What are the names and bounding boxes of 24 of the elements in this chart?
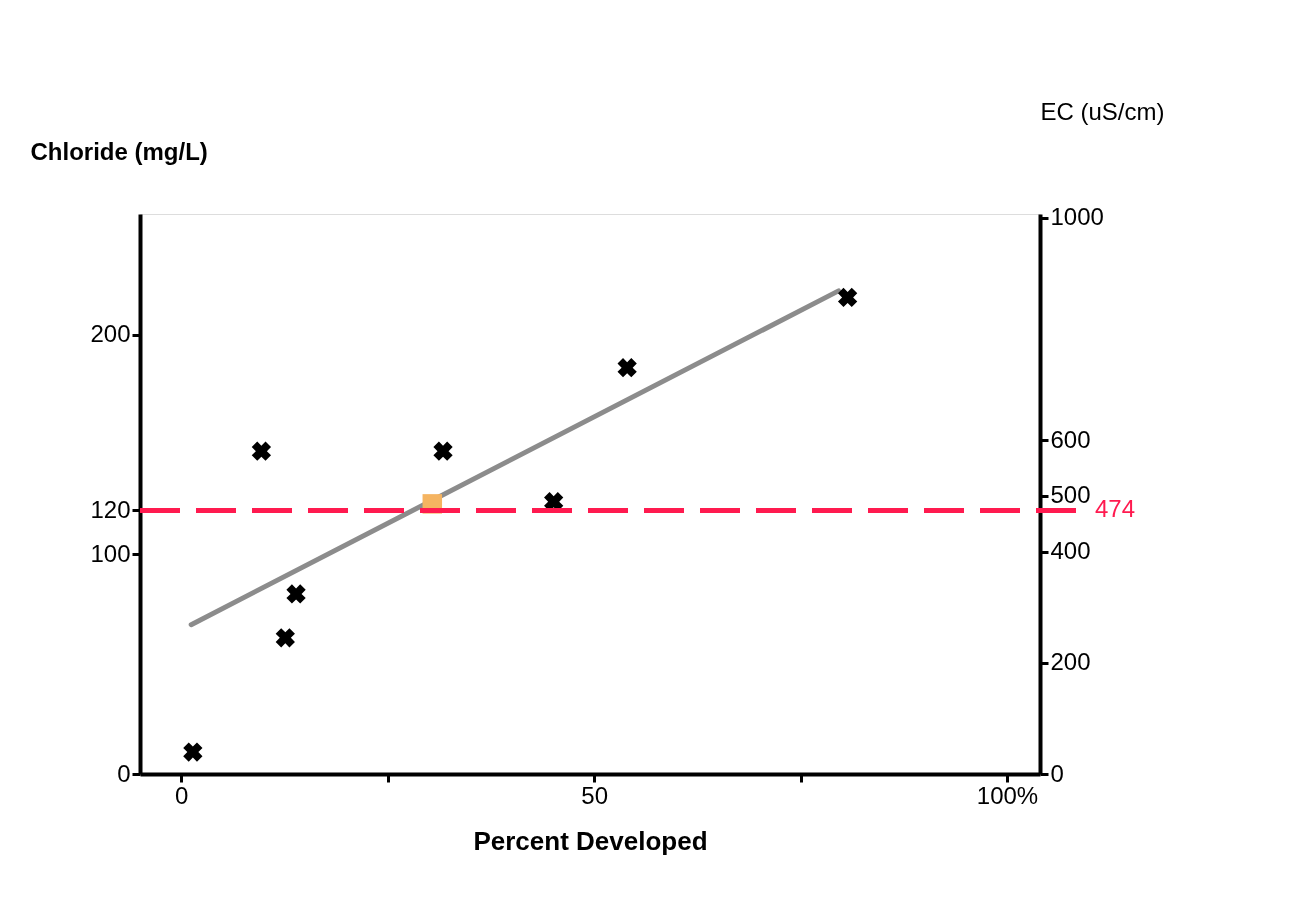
point [286, 584, 306, 604]
y-tick-label: 120 [90, 495, 131, 523]
x-tick-label: 50 [581, 781, 608, 809]
ref-line-label: 474 [1095, 495, 1136, 523]
y2-axis-title: EC (uS/cm) [1040, 97, 1165, 125]
y-tick-label: 0 [117, 759, 131, 787]
y-tick-label: 200 [90, 320, 131, 348]
point [837, 287, 858, 308]
x-tick-label: 100% [976, 781, 1039, 809]
y2-tick-label: 600 [1050, 425, 1091, 453]
point [617, 358, 637, 378]
point [251, 441, 272, 461]
y2-tick-label: 200 [1050, 648, 1091, 676]
y2-tick-label: 400 [1050, 537, 1091, 565]
y2-tick-label: 500 [1050, 481, 1091, 509]
y2-tick-label: 1000 [1050, 203, 1104, 231]
x-tick-label: 0 [175, 781, 189, 809]
point [183, 742, 203, 762]
y2-tick-label: 0 [1050, 759, 1064, 787]
y-axis-title: Chloride (mg/L) [30, 137, 208, 165]
y-tick-label: 100 [90, 539, 131, 567]
x-axis-title: Percent Developed [473, 825, 708, 856]
point [433, 441, 453, 461]
point [275, 628, 295, 648]
